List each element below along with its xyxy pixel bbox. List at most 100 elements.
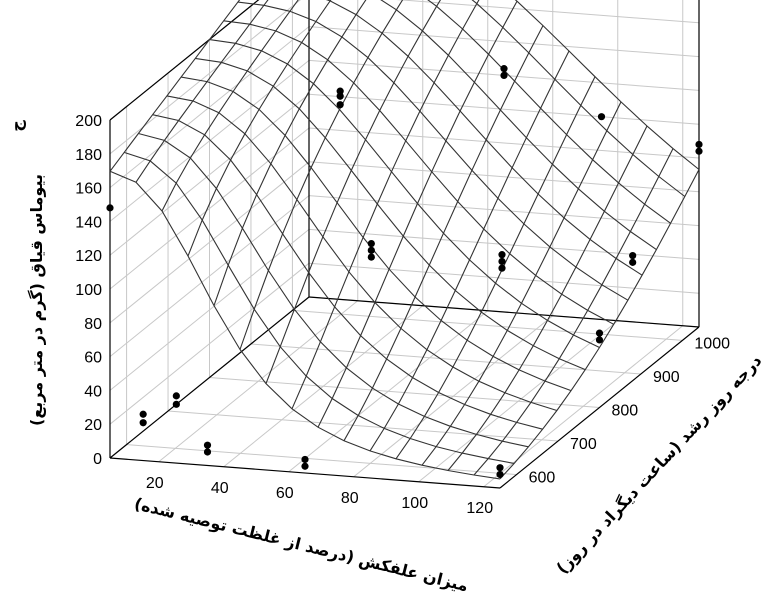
surface-mesh-line — [395, 76, 596, 460]
surface-mesh-line — [499, 169, 700, 480]
box-edge — [109, 296, 310, 459]
z-axis-label: بیوماس قیاق (گرم در متر مربع) — [27, 174, 46, 426]
data-point — [498, 264, 506, 272]
z-tick-label: 20 — [84, 417, 102, 434]
surface-mesh-line — [291, 0, 480, 410]
surface-mesh-line — [237, 1, 629, 301]
x-tick-label: 100 — [401, 495, 428, 512]
data-point — [496, 464, 504, 472]
data-point — [203, 441, 212, 449]
z-tick-label: 120 — [75, 248, 102, 265]
tick-labels: 0 20 40 60 80 100 120 140 160 180 200 20 40 60 80 100 12… — [75, 113, 730, 517]
z-tick-label: 180 — [75, 147, 102, 164]
y-tick-label: 600 — [529, 470, 556, 487]
z-tick-label: 200 — [75, 113, 102, 130]
x-tick-label: 60 — [276, 485, 294, 502]
surface-mesh-line — [471, 0, 686, 197]
chart-gridlines — [109, 0, 700, 488]
data-point — [139, 410, 147, 418]
data-point — [203, 448, 212, 456]
gridline-y — [292, 309, 683, 341]
surface-mesh-line — [473, 148, 674, 476]
data-point — [172, 400, 180, 408]
box-edge — [499, 326, 700, 489]
gridline-z — [308, 262, 700, 294]
y-tick-label: 800 — [612, 403, 639, 420]
surface-mesh-line — [135, 0, 269, 183]
surface-mesh-line — [317, 0, 518, 428]
box-edge — [109, 457, 501, 489]
surface-mesh-line — [380, 0, 657, 251]
data-point — [695, 140, 703, 149]
y-tick-label: 1000 — [694, 335, 730, 352]
z-tick-label: 140 — [75, 214, 102, 231]
chart-box — [109, 0, 700, 489]
surface-mesh-line — [223, 20, 614, 325]
surface-mesh-line — [213, 0, 367, 306]
data-point — [301, 455, 309, 464]
gridline-y — [250, 343, 641, 375]
data-point — [336, 92, 344, 100]
data-point — [498, 251, 506, 259]
gridline-z — [396, 0, 700, 24]
z-tick-label: 80 — [84, 316, 102, 333]
data-point — [139, 419, 147, 427]
data-point — [496, 470, 504, 479]
surface-mesh-line — [343, 25, 544, 441]
data-point — [336, 87, 344, 95]
data-point — [595, 336, 604, 344]
gridline-y — [126, 444, 517, 476]
z-tick-label: 60 — [84, 350, 102, 367]
data-point — [629, 252, 637, 260]
y-tick-label: 700 — [570, 436, 597, 453]
z-axis-label-top: ج — [7, 120, 26, 132]
surface-mesh-line — [152, 114, 543, 430]
data-point — [106, 204, 114, 212]
surface-mesh-line — [421, 101, 622, 466]
data-point — [498, 257, 506, 266]
data-point — [172, 392, 180, 400]
data-point — [695, 147, 703, 155]
data-point — [597, 113, 606, 121]
data-point — [367, 246, 375, 254]
surface-mesh-line — [427, 0, 671, 224]
surface-mesh-line — [161, 0, 299, 212]
box-edge — [308, 296, 700, 328]
surface-mesh-line — [369, 50, 570, 452]
data-point — [629, 258, 637, 266]
surface-mesh-line — [265, 0, 441, 384]
data-point — [367, 239, 375, 248]
z-tick-label: 100 — [75, 282, 102, 299]
surface-mesh-line — [138, 132, 529, 448]
gridline-z — [308, 161, 700, 193]
surface-mesh — [109, 0, 700, 480]
z-tick-label: 40 — [84, 383, 102, 400]
surface-mesh-line — [109, 170, 501, 480]
data-point — [336, 101, 344, 109]
surface-mesh-line — [239, 0, 404, 350]
surface-mesh-line — [187, 0, 332, 257]
x-tick-label: 20 — [146, 475, 164, 492]
surface-mesh-line — [209, 39, 600, 348]
data-point — [500, 71, 508, 79]
gridline-z — [308, 195, 700, 227]
surface-mesh-line — [195, 57, 586, 371]
data-point — [367, 253, 375, 261]
data-point — [595, 329, 604, 337]
gridline-z — [308, 93, 700, 125]
y-tick-label: 900 — [653, 369, 680, 386]
surface-mesh-line — [166, 95, 558, 412]
z-tick-label: 0 — [93, 451, 102, 468]
gridline-z — [308, 26, 700, 58]
surface-mesh-line — [124, 151, 515, 464]
data-point — [301, 462, 309, 470]
surface-mesh-line — [325, 0, 643, 276]
x-tick-label: 80 — [341, 490, 359, 507]
surface-mesh-line — [181, 76, 572, 392]
x-tick-label: 120 — [466, 500, 493, 517]
x-tick-label: 40 — [211, 480, 229, 497]
data-point — [500, 65, 508, 73]
data-points — [106, 65, 703, 479]
surface-mesh-line — [109, 0, 241, 172]
